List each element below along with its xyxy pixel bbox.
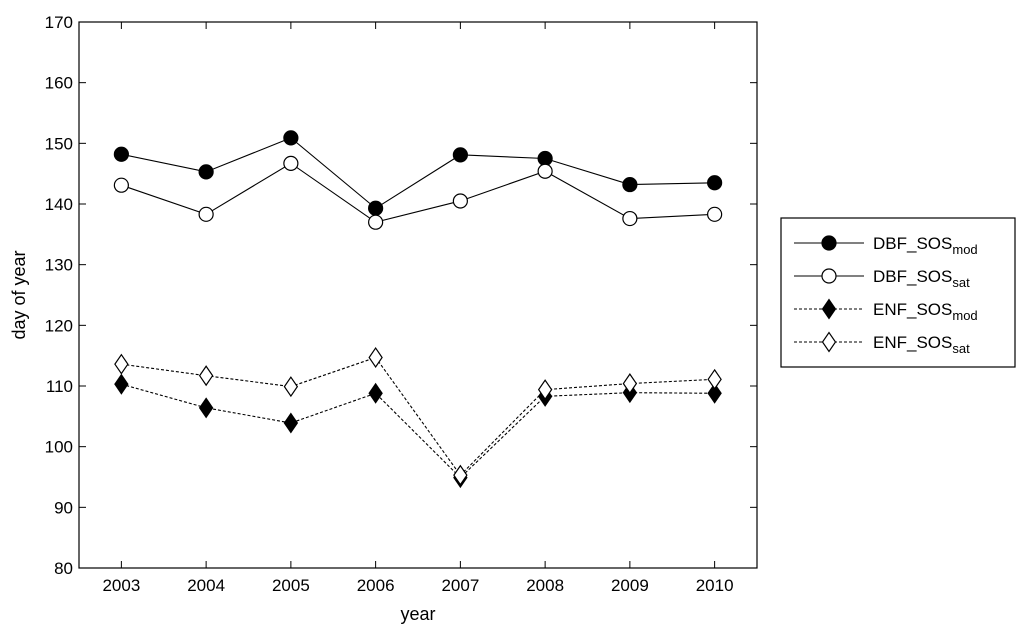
y-tick-label: 100 (45, 438, 73, 457)
series-dbf-sos-sat (113, 155, 723, 230)
y-tick-label: 120 (45, 316, 73, 335)
legend-marker (821, 235, 837, 251)
y-tick-label: 80 (54, 559, 73, 578)
data-point (537, 150, 553, 167)
x-axis-label: year (400, 604, 435, 624)
data-point (198, 397, 214, 419)
x-tick-label: 2009 (611, 576, 649, 595)
legend-label: DBF_SOSmod (873, 234, 978, 257)
y-tick-label: 170 (45, 13, 73, 32)
y-tick-label: 110 (46, 377, 73, 396)
x-tick-label: 2010 (696, 576, 734, 595)
x-tick-label: 2004 (187, 576, 225, 595)
data-point (113, 146, 129, 162)
legend: DBF_SOSmod DBF_SOSsat ENF_SOSmod ENF_SOSsat (780, 217, 1016, 368)
y-tick-label: 160 (45, 74, 73, 93)
y-tick-label: 90 (54, 498, 73, 517)
legend-label: DBF_SOSsat (873, 267, 970, 290)
data-point (368, 382, 383, 404)
x-tick-label: 2008 (526, 576, 564, 595)
series-line (121, 162, 715, 223)
series-line (121, 137, 715, 209)
x-tick-label: 2005 (272, 576, 310, 595)
x-tick-label: 2003 (102, 576, 140, 595)
legend-marker (821, 268, 837, 284)
series-dbf-sos-mod (113, 130, 723, 216)
data-point (622, 210, 638, 227)
plot-area (113, 130, 723, 489)
y-tick-label: 150 (45, 134, 73, 153)
y-tick-label: 140 (45, 195, 73, 214)
data-point (198, 164, 214, 180)
data-point (622, 373, 638, 395)
x-tick-label: 2006 (357, 576, 395, 595)
axes: 80 90 100 110 120 130 140 150 160 170 2003 2004 2005… (45, 13, 758, 595)
series-line (121, 383, 715, 479)
x-tick-label: 2007 (441, 576, 479, 595)
data-point (368, 214, 384, 230)
data-point (114, 353, 129, 375)
y-axis-label: day of year (9, 250, 29, 339)
legend-label: ENF_SOSsat (873, 333, 970, 356)
data-point (283, 376, 299, 398)
data-point (283, 412, 299, 434)
data-point (707, 206, 723, 222)
series-enf-sos-mod (114, 373, 722, 489)
data-point (452, 193, 468, 209)
data-point (113, 177, 129, 193)
data-point (283, 130, 299, 146)
data-point (707, 175, 723, 191)
data-point (283, 155, 299, 171)
data-point (198, 206, 214, 222)
y-tick-label: 130 (45, 256, 73, 275)
data-point (368, 200, 384, 216)
series-line (121, 356, 715, 477)
data-point (622, 176, 638, 193)
data-point (198, 365, 214, 387)
legend-label: ENF_SOSmod (873, 300, 978, 323)
data-point (453, 464, 468, 486)
plot-frame (78, 21, 758, 569)
data-point (707, 382, 722, 404)
data-point (537, 379, 553, 401)
data-point (707, 368, 722, 390)
series-enf-sos-sat (114, 346, 722, 486)
data-point (537, 163, 553, 179)
legend-marker (821, 298, 837, 320)
data-point (452, 147, 468, 163)
legend-marker (821, 331, 837, 353)
data-point (114, 373, 129, 395)
data-point (368, 346, 383, 368)
